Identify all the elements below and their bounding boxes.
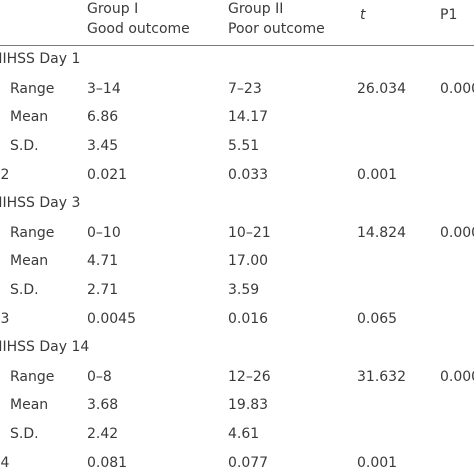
cell-t: 0.001 bbox=[357, 167, 398, 183]
cell-group2: 0.016 bbox=[228, 311, 269, 327]
header-group2-line2: Poor outcome bbox=[228, 21, 325, 37]
cell-group1: 3.68 bbox=[87, 397, 119, 413]
row-label: Range bbox=[10, 81, 55, 97]
header-group2-line1: Group II bbox=[228, 1, 284, 17]
row-label: P3 bbox=[0, 311, 10, 327]
row-label: P4 bbox=[0, 455, 10, 471]
cell-p1: 0.0000 bbox=[440, 369, 474, 385]
cell-p1: 0.0000 bbox=[440, 225, 474, 241]
cell-t: 26.034 bbox=[357, 81, 406, 97]
cell-group2: 10–21 bbox=[228, 225, 271, 241]
cell-group1: 3–14 bbox=[87, 81, 121, 97]
cell-group1: 0.0045 bbox=[87, 311, 136, 327]
header-group1-line1: Group I bbox=[87, 1, 139, 17]
cell-group2: 5.51 bbox=[228, 138, 260, 154]
cell-group1: 0.021 bbox=[87, 167, 128, 183]
cell-group1: 0–8 bbox=[87, 369, 112, 385]
cell-group1: 0.081 bbox=[87, 455, 128, 471]
section-title: NIHSS Day 3 bbox=[0, 195, 81, 211]
section-title: NIHSS Day 14 bbox=[0, 339, 90, 355]
header-p1: P1 bbox=[440, 7, 458, 23]
cell-group2: 7–23 bbox=[228, 81, 262, 97]
cell-group2: 12–26 bbox=[228, 369, 271, 385]
header-group1-line2: Good outcome bbox=[87, 21, 190, 37]
row-label: Mean bbox=[10, 109, 49, 125]
cell-group2: 19.83 bbox=[228, 397, 269, 413]
cell-group1: 3.45 bbox=[87, 138, 119, 154]
row-label: Range bbox=[10, 369, 55, 385]
section-title: NIHSS Day 1 bbox=[0, 51, 81, 67]
row-label: S.D. bbox=[10, 426, 39, 442]
cell-group2: 0.077 bbox=[228, 455, 269, 471]
cell-t: 14.824 bbox=[357, 225, 406, 241]
cell-t: 0.065 bbox=[357, 311, 398, 327]
row-label: Mean bbox=[10, 253, 49, 269]
cell-group1: 6.86 bbox=[87, 109, 119, 125]
cell-group2: 4.61 bbox=[228, 426, 260, 442]
cell-group1: 2.71 bbox=[87, 282, 119, 298]
cell-group2: 0.033 bbox=[228, 167, 269, 183]
cell-group2: 17.00 bbox=[228, 253, 269, 269]
cell-group2: 3.59 bbox=[228, 282, 260, 298]
cell-group1: 2.42 bbox=[87, 426, 119, 442]
header-rule bbox=[0, 45, 474, 46]
row-label: Range bbox=[10, 225, 55, 241]
cell-group1: 0–10 bbox=[87, 225, 121, 241]
cell-p1: 0.0000 bbox=[440, 81, 474, 97]
cell-group2: 14.17 bbox=[228, 109, 269, 125]
row-label: P2 bbox=[0, 167, 10, 183]
cell-t: 31.632 bbox=[357, 369, 406, 385]
cell-group1: 4.71 bbox=[87, 253, 119, 269]
row-label: S.D. bbox=[10, 282, 39, 298]
row-label: Mean bbox=[10, 397, 49, 413]
header-t: t bbox=[360, 7, 366, 23]
cell-t: 0.001 bbox=[357, 455, 398, 471]
row-label: S.D. bbox=[10, 138, 39, 154]
